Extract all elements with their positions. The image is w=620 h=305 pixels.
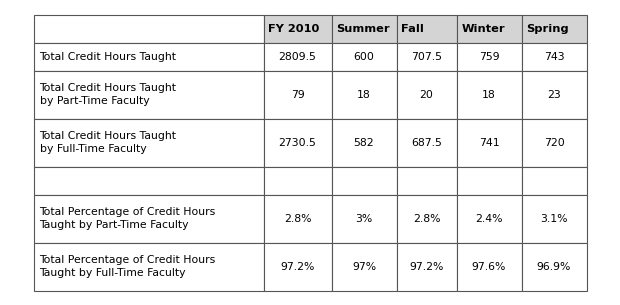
Text: 97%: 97% [352,261,376,271]
Bar [521,42,587,70]
Text: 720: 720 [544,138,564,148]
Text: 20: 20 [420,89,433,99]
Text: 759: 759 [479,52,499,62]
Text: 2.4%: 2.4% [476,214,503,224]
Text: 3.1%: 3.1% [540,214,568,224]
Bar [332,195,397,242]
Text: 741: 741 [479,138,499,148]
Bar [264,167,332,195]
Text: 743: 743 [544,52,564,62]
Bar [33,242,264,290]
Bar [456,15,521,42]
Text: 97.2%: 97.2% [280,261,315,271]
Bar [456,242,521,290]
Text: 3%: 3% [355,214,373,224]
Bar [397,42,456,70]
Text: 18: 18 [357,89,371,99]
Text: FY 2010: FY 2010 [268,23,320,34]
Bar [521,242,587,290]
Text: 2.8%: 2.8% [413,214,440,224]
Text: Total Percentage of Credit Hours
Taught by Full-Time Faculty: Total Percentage of Credit Hours Taught … [40,255,216,278]
Bar [264,195,332,242]
Text: Winter: Winter [461,23,505,34]
Bar [33,119,264,167]
Bar [332,167,397,195]
Text: Total Credit Hours Taught
by Part-Time Faculty: Total Credit Hours Taught by Part-Time F… [40,83,177,106]
Text: 23: 23 [547,89,561,99]
Bar [332,15,397,42]
Bar [521,70,587,119]
Bar [456,119,521,167]
Text: 600: 600 [353,52,374,62]
Bar [397,15,456,42]
Bar [456,70,521,119]
Text: 97.2%: 97.2% [409,261,444,271]
Bar [33,167,264,195]
Bar [33,70,264,119]
Bar [33,42,264,70]
Bar [521,119,587,167]
Bar [33,195,264,242]
Bar [264,70,332,119]
Text: Total Credit Hours Taught
by Full-Time Faculty: Total Credit Hours Taught by Full-Time F… [40,131,177,154]
Bar [397,242,456,290]
Text: 2730.5: 2730.5 [278,138,316,148]
Bar [332,70,397,119]
Text: Total Credit Hours Taught: Total Credit Hours Taught [40,52,177,62]
Bar [332,42,397,70]
Text: Summer: Summer [337,23,390,34]
Text: 96.9%: 96.9% [537,261,571,271]
Bar [456,195,521,242]
Text: 2809.5: 2809.5 [278,52,316,62]
Bar [456,167,521,195]
Bar [521,195,587,242]
Text: 687.5: 687.5 [411,138,442,148]
Bar [521,167,587,195]
Text: Fall: Fall [402,23,424,34]
Bar [33,15,264,42]
Text: 707.5: 707.5 [411,52,442,62]
Bar [397,195,456,242]
Text: 582: 582 [353,138,374,148]
Text: 79: 79 [291,89,304,99]
Bar [397,167,456,195]
Bar [264,15,332,42]
Bar [332,119,397,167]
Text: Spring: Spring [526,23,569,34]
Bar [521,15,587,42]
Bar [456,42,521,70]
Text: 18: 18 [482,89,496,99]
Text: 2.8%: 2.8% [284,214,311,224]
Text: 97.6%: 97.6% [472,261,506,271]
Bar [264,242,332,290]
Bar [332,242,397,290]
Bar [264,119,332,167]
Bar [397,119,456,167]
Bar [264,42,332,70]
Bar [397,70,456,119]
Text: Total Percentage of Credit Hours
Taught by Part-Time Faculty: Total Percentage of Credit Hours Taught … [40,207,216,230]
